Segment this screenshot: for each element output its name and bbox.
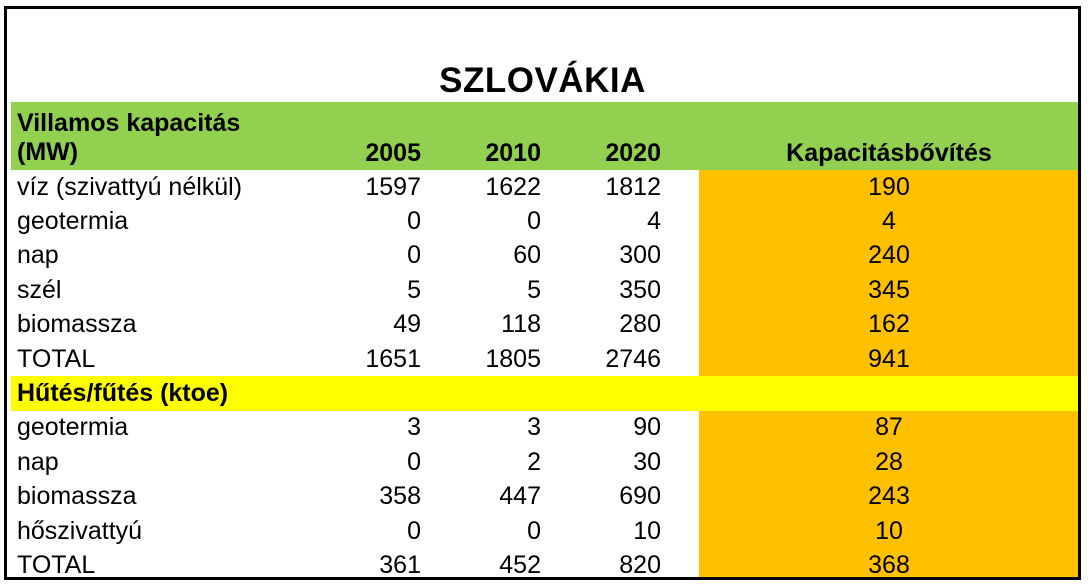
table-row: biomassza 358 447 690 243 xyxy=(11,479,1078,514)
value-2005: 49 xyxy=(393,310,421,339)
heating-header-label: Hűtés/fűtés (ktoe) xyxy=(11,376,1078,411)
year-header-2020: 2020 xyxy=(547,102,667,170)
value-2020: 10 xyxy=(633,516,661,545)
electric-header-label: Villamos kapacitás (MW) xyxy=(11,102,299,170)
value-2005: 5 xyxy=(407,275,421,304)
table-row: geotermia 3 3 90 87 xyxy=(11,410,1078,446)
value-2020: 350 xyxy=(619,275,661,304)
value-2010: 1805 xyxy=(485,344,541,373)
capacity-table: Villamos kapacitás (MW) 2005 2010 2020 K… xyxy=(11,102,1078,579)
spacer-cell xyxy=(667,548,699,577)
value-2010: 3 xyxy=(527,413,541,442)
value-2020: 1812 xyxy=(605,172,661,201)
row-label: TOTAL xyxy=(17,550,96,579)
spacer-cell xyxy=(667,480,699,514)
value-2005: 0 xyxy=(407,241,421,270)
row-label: nap xyxy=(17,241,59,270)
value-2005: 0 xyxy=(407,516,421,545)
value-2010: 1622 xyxy=(485,172,541,201)
capacity-value: 368 xyxy=(699,548,1078,577)
capacity-value: 10 xyxy=(699,513,1078,549)
value-2005: 361 xyxy=(379,550,421,579)
spacer-cell xyxy=(667,445,699,479)
value-2010: 5 xyxy=(527,275,541,304)
value-2020: 300 xyxy=(619,241,661,270)
spacer-cell xyxy=(667,204,699,238)
row-label: biomassza xyxy=(17,482,137,511)
electric-header-line2: (MW) xyxy=(17,137,79,166)
table-row-total: TOTAL 1651 1805 2746 941 xyxy=(11,341,1078,377)
value-2005: 1651 xyxy=(365,344,421,373)
row-label: víz (szivattyú nélkül) xyxy=(17,172,243,201)
value-2005: 3 xyxy=(407,413,421,442)
page-title: SZLOVÁKIA xyxy=(439,61,646,100)
electric-header-line1: Villamos kapacitás xyxy=(17,108,241,137)
value-2020: 30 xyxy=(633,447,661,476)
value-2005: 1597 xyxy=(365,172,421,201)
row-label: geotermia xyxy=(17,413,129,442)
table-row: nap 0 60 300 240 xyxy=(11,238,1078,274)
table-row: geotermia 0 0 4 4 xyxy=(11,204,1078,239)
spacer-cell xyxy=(667,170,699,204)
value-2010: 2 xyxy=(527,447,541,476)
spacer-cell xyxy=(667,239,699,273)
capacity-value: 243 xyxy=(699,479,1078,514)
value-2020: 2746 xyxy=(605,344,661,373)
value-2020: 820 xyxy=(619,550,661,579)
year-header-2010: 2010 xyxy=(427,102,547,170)
row-label: nap xyxy=(17,447,59,476)
value-2010: 118 xyxy=(501,310,541,339)
spacer-cell xyxy=(667,514,699,548)
table-row: biomassza 49 118 280 162 xyxy=(11,307,1078,342)
spacer-cell xyxy=(667,273,699,307)
value-2010: 60 xyxy=(513,241,541,270)
row-label: geotermia xyxy=(17,207,129,236)
spacer-cell xyxy=(667,342,699,376)
value-2010: 452 xyxy=(499,550,541,579)
table-frame: SZLOVÁKIA Villamos kapacitás (MW) 2005 2… xyxy=(4,6,1081,580)
value-2020: 690 xyxy=(619,482,661,511)
value-2005: 0 xyxy=(407,447,421,476)
header-spacer xyxy=(667,102,699,170)
capacity-value: 4 xyxy=(699,204,1078,239)
value-2020: 4 xyxy=(647,207,661,236)
row-label: hőszivattyú xyxy=(17,516,143,545)
spacer-cell xyxy=(667,308,699,342)
capacity-value: 162 xyxy=(699,307,1078,342)
value-2020: 90 xyxy=(633,413,661,442)
capacity-value: 941 xyxy=(699,341,1078,377)
table-row-total: TOTAL 361 452 820 368 xyxy=(11,548,1078,579)
value-2010: 447 xyxy=(499,482,541,511)
year-header-2005: 2005 xyxy=(299,102,427,170)
table-row: víz (szivattyú nélkül) 1597 1622 1812 19… xyxy=(11,170,1078,205)
table-row: nap 0 2 30 28 xyxy=(11,445,1078,480)
table-row: hőszivattyú 0 0 10 10 xyxy=(11,513,1078,549)
capacity-value: 87 xyxy=(699,410,1078,446)
row-label: TOTAL xyxy=(17,344,96,373)
capacity-value: 240 xyxy=(699,238,1078,274)
capacity-header: Kapacitásbővítés xyxy=(699,102,1078,170)
capacity-value: 190 xyxy=(699,170,1078,205)
value-2010: 0 xyxy=(527,516,541,545)
heating-header-row: Hűtés/fűtés (ktoe) xyxy=(11,376,1078,411)
value-2005: 358 xyxy=(379,482,421,511)
capacity-value: 28 xyxy=(699,445,1078,480)
capacity-value: 345 xyxy=(699,273,1078,308)
value-2005: 0 xyxy=(407,207,421,236)
spacer-cell xyxy=(667,411,699,445)
value-2020: 280 xyxy=(619,310,661,339)
row-label: szél xyxy=(17,275,62,304)
electric-header-row: Villamos kapacitás (MW) 2005 2010 2020 K… xyxy=(11,102,1078,170)
value-2010: 0 xyxy=(527,207,541,236)
row-label: biomassza xyxy=(17,310,137,339)
table-row: szél 5 5 350 345 xyxy=(11,273,1078,308)
